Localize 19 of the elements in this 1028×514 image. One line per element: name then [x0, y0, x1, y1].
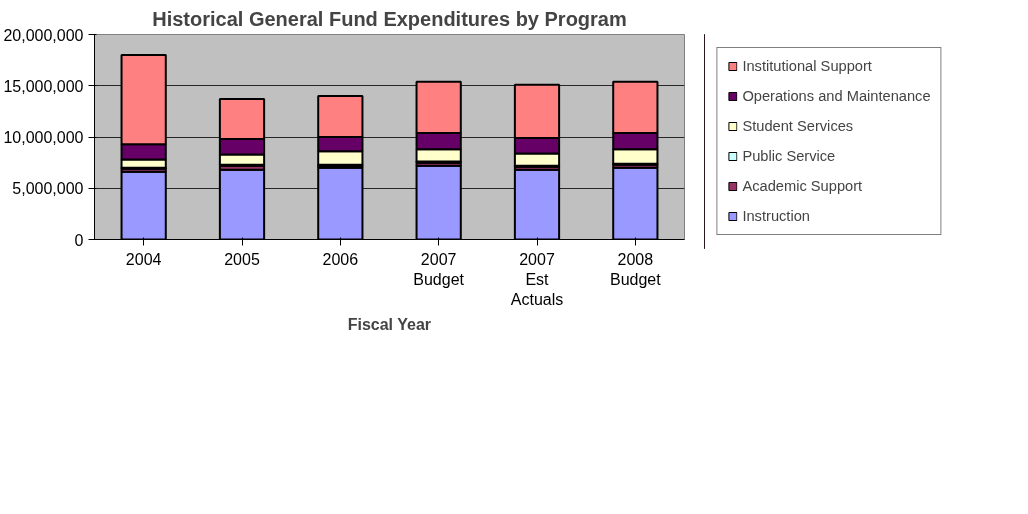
y-tick-label: 0	[74, 231, 84, 249]
chart-title: Historical General Fund Expenditures by Program	[152, 7, 627, 30]
x-tick-label: 2007 Budget	[413, 250, 465, 288]
y-tick-label: 15,000,000	[3, 77, 84, 95]
legend-label: Public Service	[742, 148, 836, 164]
legend-label: Student Services	[742, 118, 854, 134]
x-axis-title: Fiscal Year	[347, 316, 432, 334]
y-tick-label: 20,000,000	[3, 26, 84, 44]
x-tick-label: 2008 Budget	[609, 250, 662, 288]
legend-label: Academic Support	[742, 178, 863, 194]
y-tick-label: 10,000,000	[3, 129, 84, 146]
legend-label: Institutional Support	[742, 58, 872, 74]
y-tick-label: 5,000,000	[12, 180, 84, 198]
x-tick-label: 2006	[322, 250, 359, 268]
legend-label: Operations and Maintenance	[742, 88, 931, 104]
x-tick-label: 2007 Est Actuals	[510, 250, 564, 309]
x-tick-label: 2004	[125, 250, 162, 268]
x-tick-label: 2005	[224, 250, 260, 268]
legend-label: Instruction	[742, 208, 811, 224]
